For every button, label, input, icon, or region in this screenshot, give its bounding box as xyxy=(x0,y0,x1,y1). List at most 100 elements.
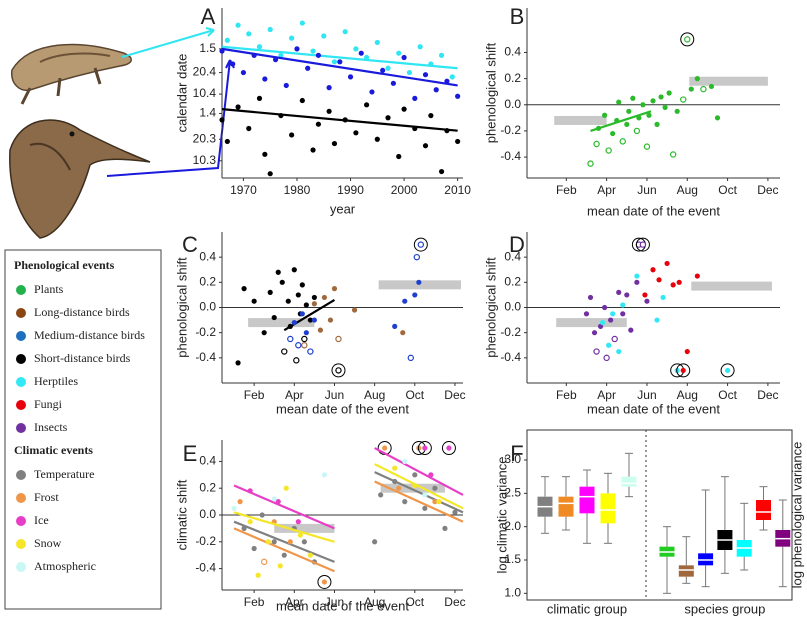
data-point xyxy=(605,147,612,154)
x-axis-label: mean date of the event xyxy=(587,401,720,416)
data-point xyxy=(295,342,302,349)
x-tick-label: Oct xyxy=(718,388,737,402)
data-point xyxy=(277,563,283,569)
y-tick-label: 0.2 xyxy=(199,275,216,289)
data-point xyxy=(412,95,418,101)
data-point xyxy=(412,472,418,478)
data-point xyxy=(714,115,721,121)
legend-label: Herptiles xyxy=(34,374,78,388)
y-tick-label: -0.2 xyxy=(500,123,521,137)
y-axis-label: phenological shift xyxy=(483,257,498,358)
data-point xyxy=(662,104,668,110)
data-point xyxy=(608,317,614,323)
box xyxy=(756,500,771,520)
outlier-ring xyxy=(317,574,332,589)
data-point xyxy=(684,348,690,355)
data-point xyxy=(374,136,380,142)
panel-letter: B xyxy=(510,4,525,29)
y-tick-label: 0.0 xyxy=(199,507,216,521)
data-point xyxy=(438,52,445,58)
data-point xyxy=(593,140,600,148)
data-point xyxy=(219,117,225,123)
box xyxy=(600,493,616,524)
data-point xyxy=(326,108,332,114)
legend-label: Fungi xyxy=(34,397,63,411)
x-tick-label: Aug xyxy=(364,595,385,609)
data-point xyxy=(310,147,316,153)
legend-label: Insects xyxy=(34,420,68,434)
trend-line xyxy=(374,471,464,514)
data-point xyxy=(317,327,324,333)
data-point xyxy=(297,532,303,538)
group-label: climatic group xyxy=(547,601,627,616)
y-axis-label: phenological shift xyxy=(174,257,189,358)
y-tick-label: 2.0 xyxy=(504,519,521,533)
x-tick-label: Dec xyxy=(444,595,465,609)
trend-line xyxy=(374,480,464,523)
data-point xyxy=(353,130,359,136)
season-mean-bar xyxy=(378,280,461,290)
legend-swatch xyxy=(16,377,26,387)
x-tick-label: Aug xyxy=(677,388,698,402)
data-point xyxy=(251,298,257,304)
y-tick-label: 0.0 xyxy=(504,300,521,314)
data-point xyxy=(260,558,268,566)
data-point xyxy=(358,50,364,56)
data-point xyxy=(674,108,680,114)
data-point xyxy=(602,304,608,311)
x-tick-label: 1970 xyxy=(230,183,257,197)
data-point xyxy=(422,492,428,498)
data-point xyxy=(587,294,594,301)
data-point xyxy=(669,151,677,158)
x-tick-label: Dec xyxy=(444,388,465,402)
data-point xyxy=(654,121,660,127)
data-point xyxy=(262,151,268,157)
season-mean-bar xyxy=(556,318,627,328)
y-tick-label: 0.0 xyxy=(199,300,216,314)
data-point xyxy=(267,171,273,177)
legend-swatch xyxy=(16,516,26,526)
data-point xyxy=(315,52,321,58)
legend-swatch xyxy=(16,562,26,572)
y-tick-label: -0.4 xyxy=(500,350,521,364)
data-point xyxy=(279,279,285,285)
data-point xyxy=(624,121,630,127)
data-point xyxy=(281,348,288,355)
y-tick-label: 2.5 xyxy=(504,486,521,500)
season-mean-bar xyxy=(689,76,768,86)
x-tick-label: Jun xyxy=(637,183,656,197)
data-point xyxy=(422,72,429,78)
y-tick-label: 0.4 xyxy=(504,45,521,59)
data-point xyxy=(251,545,257,552)
data-point xyxy=(303,302,309,308)
legend-heading: Phenological events xyxy=(14,258,115,272)
data-point xyxy=(331,59,338,65)
data-point xyxy=(237,499,243,505)
data-point xyxy=(335,335,342,343)
y-tick-label: 1.5 xyxy=(199,41,216,55)
data-point xyxy=(642,292,648,298)
data-point xyxy=(235,360,241,366)
y-tick-label: -0.2 xyxy=(500,325,521,339)
data-point xyxy=(406,69,413,76)
x-tick-label: 1990 xyxy=(337,183,364,197)
x-tick-label: Apr xyxy=(285,595,304,609)
outlier-ring xyxy=(417,441,432,456)
data-point xyxy=(331,286,338,292)
data-point xyxy=(295,519,301,525)
data-point xyxy=(401,54,407,61)
trend-line xyxy=(374,463,464,510)
data-point xyxy=(620,311,626,317)
y-tick-label: 10.3 xyxy=(193,153,217,167)
data-point xyxy=(267,289,273,295)
data-point xyxy=(311,301,317,307)
y-tick-label: 1.5 xyxy=(504,552,521,566)
x-tick-label: Aug xyxy=(364,388,385,402)
data-point xyxy=(321,579,328,585)
y-tick-label: -0.4 xyxy=(195,350,216,364)
data-point xyxy=(246,31,252,37)
data-point xyxy=(422,143,429,149)
outlier-ring xyxy=(680,32,695,47)
x-tick-label: Feb xyxy=(556,388,577,402)
trend-line xyxy=(221,108,458,132)
